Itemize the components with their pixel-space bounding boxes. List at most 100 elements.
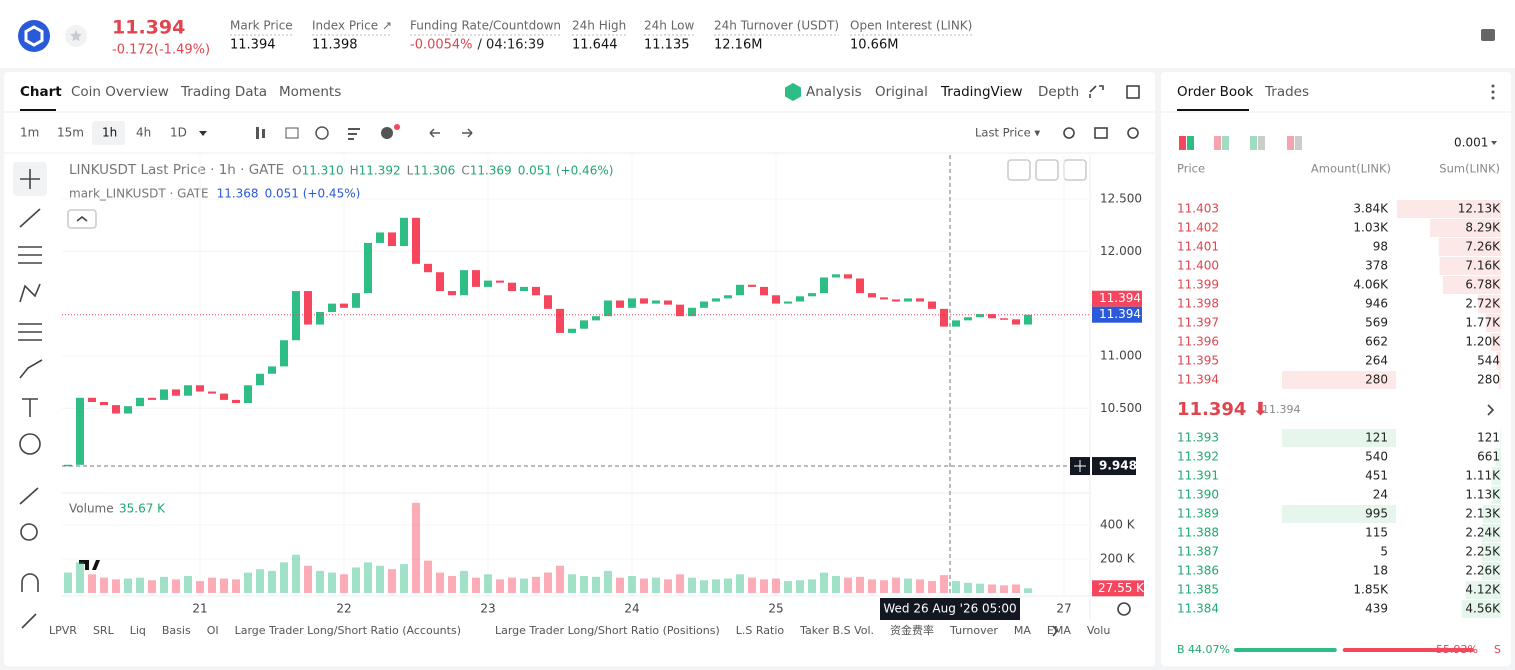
indicator[interactable]: MA: [1014, 624, 1031, 637]
interval[interactable]: 4h: [136, 126, 151, 140]
indicator[interactable]: Large Trader Long/Short Ratio (Positions…: [495, 624, 720, 637]
indicator[interactable]: 资金费率: [890, 623, 934, 637]
crosshair-tool[interactable]: [20, 169, 40, 189]
indicator[interactable]: LPVR: [49, 624, 77, 637]
field-value: 11.135: [644, 38, 690, 53]
volume-bar: [1012, 584, 1020, 593]
redo-icon[interactable]: [462, 128, 473, 138]
interval[interactable]: 1D: [170, 126, 187, 140]
channel-tool[interactable]: [18, 246, 42, 264]
candle: [676, 304, 684, 317]
line-tool[interactable]: [19, 208, 41, 228]
scroll-btn[interactable]: [1007, 159, 1031, 181]
more-icon[interactable]: [1491, 96, 1495, 100]
view-tab[interactable]: Analysis: [806, 84, 862, 100]
depth-bar: [1498, 371, 1501, 389]
ruler-tool[interactable]: [19, 487, 39, 505]
emoji-tool[interactable]: [19, 433, 41, 455]
ob-sum: 8.29K: [1465, 221, 1501, 235]
add-icon[interactable]: [381, 127, 393, 139]
legend-toggle[interactable]: [67, 209, 97, 229]
candle: [172, 389, 180, 396]
volume-bar: [256, 569, 264, 593]
replay-icon[interactable]: [315, 126, 329, 140]
layout-asks[interactable]: [1295, 136, 1302, 150]
layout-bids[interactable]: [1258, 136, 1265, 150]
volume-bar: [184, 575, 192, 593]
indicator[interactable]: Volu: [1087, 624, 1110, 637]
volume-bar: [904, 578, 912, 593]
more-icon[interactable]: [1491, 90, 1495, 94]
candle: [568, 328, 576, 333]
ob-amount: 378: [1365, 259, 1388, 273]
indicator[interactable]: SRL: [93, 624, 115, 637]
text-tool[interactable]: [22, 398, 38, 417]
pattern-tool[interactable]: [19, 283, 41, 303]
indicator[interactable]: OI: [207, 624, 219, 637]
view-tab[interactable]: Depth: [1038, 84, 1079, 100]
more-icon[interactable]: [1491, 84, 1495, 88]
ob-price: 11.403: [1177, 202, 1219, 216]
layout-both[interactable]: [1179, 136, 1186, 150]
ob-sum: 1.77K: [1465, 316, 1501, 330]
col-header: Price: [1177, 162, 1205, 176]
volume-bar: [232, 579, 240, 593]
candle-type[interactable]: [262, 129, 265, 138]
layout-both[interactable]: [1187, 136, 1194, 150]
last-price-label: 11.394: [1099, 291, 1141, 305]
crosshair-time-tag: [880, 598, 1020, 620]
candle-type[interactable]: [256, 127, 259, 139]
brush-tool[interactable]: [19, 359, 43, 379]
window-icon[interactable]: [1126, 85, 1140, 99]
tab[interactable]: Moments: [279, 84, 341, 100]
pencil-tool[interactable]: [21, 613, 37, 629]
menu-icon[interactable]: [1481, 29, 1495, 41]
view-tab[interactable]: TradingView: [940, 84, 1023, 100]
magnet-tool[interactable]: [21, 573, 39, 592]
collapse-btn[interactable]: [1035, 159, 1059, 181]
search-icon[interactable]: [1063, 127, 1075, 139]
template-icon[interactable]: [348, 133, 357, 135]
view-tab[interactable]: Original: [875, 84, 928, 100]
mid-price: 11.394 ⬇: [1177, 399, 1268, 420]
volume-bar: [832, 575, 840, 593]
indicator[interactable]: Large Trader Long/Short Ratio (Accounts): [235, 624, 461, 637]
tab[interactable]: Coin Overview: [71, 84, 169, 100]
indicators-icon[interactable]: [285, 127, 299, 139]
indicator[interactable]: Turnover: [949, 624, 998, 637]
precision[interactable]: 0.001: [1454, 136, 1488, 150]
indicator[interactable]: EMA: [1047, 624, 1071, 637]
layout-split[interactable]: [1214, 136, 1221, 150]
layout-asks[interactable]: [1287, 136, 1294, 150]
ohlc-key: H: [350, 164, 359, 178]
mid-arrow[interactable]: [1487, 404, 1495, 416]
indicator[interactable]: Taker B.S Vol.: [799, 624, 874, 637]
plus: [1074, 460, 1086, 473]
interval[interactable]: 1m: [20, 126, 39, 140]
layout-bids[interactable]: [1250, 136, 1257, 150]
indicator[interactable]: Basis: [162, 624, 191, 637]
tab[interactable]: Trading Data: [180, 84, 267, 100]
ob-tab[interactable]: Order Book: [1177, 84, 1253, 100]
ob-tab[interactable]: Trades: [1264, 84, 1309, 100]
template-icon[interactable]: [348, 138, 354, 140]
indicator[interactable]: Liq: [130, 624, 146, 637]
camera-icon[interactable]: [1094, 127, 1108, 139]
fib-tool[interactable]: [18, 323, 42, 341]
interval[interactable]: 1h: [102, 126, 117, 140]
layout-split[interactable]: [1222, 136, 1229, 150]
indicator[interactable]: L.S Ratio: [736, 624, 785, 637]
settings-icon[interactable]: [1127, 127, 1139, 139]
volume-bar: [700, 580, 708, 593]
template-icon[interactable]: [348, 128, 360, 130]
indicator-scroll[interactable]: [1052, 625, 1059, 637]
zoom-tool[interactable]: [20, 523, 38, 541]
interval[interactable]: 15m: [57, 126, 84, 140]
undo-icon[interactable]: [429, 128, 440, 138]
expand-icon[interactable]: [1089, 85, 1104, 98]
price-source[interactable]: Last Price ▾: [975, 126, 1040, 140]
ob-amount: 946: [1365, 297, 1388, 311]
depth-bar: [1499, 429, 1501, 447]
tab[interactable]: Chart: [20, 84, 62, 100]
axis-settings[interactable]: [1117, 602, 1131, 616]
